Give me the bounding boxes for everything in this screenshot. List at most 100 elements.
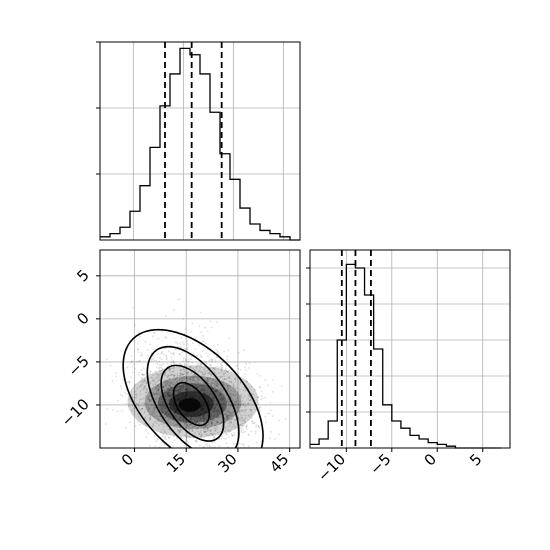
scatter-point <box>164 407 167 409</box>
scatter-point <box>173 423 176 426</box>
scatter-point <box>191 382 194 385</box>
scatter-point <box>158 396 160 399</box>
scatter-point <box>187 424 189 427</box>
scatter-point <box>207 429 210 432</box>
scatter-point <box>180 387 183 390</box>
scatter-point <box>221 381 224 384</box>
scatter-point <box>182 374 185 376</box>
scatter-point <box>156 394 159 397</box>
scatter-point <box>153 406 155 409</box>
scatter-point <box>233 400 236 403</box>
scatter-point <box>184 372 186 375</box>
scatter-point <box>195 376 197 379</box>
scatter-point <box>227 349 229 352</box>
scatter-point <box>240 431 243 433</box>
scatter-point <box>157 388 160 391</box>
scatter-point <box>215 402 217 405</box>
scatter-point <box>180 415 182 418</box>
scatter-point <box>171 352 174 355</box>
scatter-point <box>227 387 230 389</box>
scatter-point <box>230 433 233 435</box>
scatter-point <box>249 408 252 411</box>
scatter-point <box>143 385 146 388</box>
scatter-point <box>160 423 163 425</box>
scatter-point <box>166 383 169 385</box>
scatter-point <box>239 395 242 398</box>
scatter-point <box>207 372 210 375</box>
mid-ytick-label: −10 <box>58 395 93 430</box>
scatter-point <box>223 375 225 377</box>
scatter-point <box>147 391 150 394</box>
scatter-point <box>145 406 148 408</box>
scatter-point <box>137 348 139 351</box>
scatter-point <box>192 376 195 378</box>
scatter-point <box>242 431 245 434</box>
scatter-point <box>244 373 247 376</box>
scatter-point <box>162 405 165 408</box>
scatter-point <box>179 428 182 431</box>
scatter-point <box>160 352 163 355</box>
scatter-point <box>250 430 253 433</box>
scatter-point <box>171 417 173 420</box>
scatter-point <box>135 396 138 399</box>
scatter-point <box>171 370 174 373</box>
scatter-point <box>225 378 227 381</box>
scatter-point <box>211 360 213 363</box>
scatter-point <box>141 398 144 401</box>
scatter-point <box>206 379 209 382</box>
scatter-point <box>188 360 191 363</box>
scatter-point <box>152 331 155 334</box>
scatter-point <box>141 373 144 376</box>
scatter-point <box>172 383 175 386</box>
scatter-point <box>199 429 202 432</box>
scatter-point <box>224 410 226 412</box>
scatter-point <box>202 427 205 430</box>
scatter-point <box>248 362 251 364</box>
scatter-point <box>147 354 149 357</box>
scatter-point <box>137 416 140 418</box>
scatter-point <box>163 347 166 350</box>
scatter-point <box>274 438 276 440</box>
scatter-point <box>151 358 154 361</box>
scatter-point <box>246 424 248 427</box>
scatter-point <box>213 407 216 410</box>
scatter-point <box>181 389 184 392</box>
scatter-point <box>133 384 136 387</box>
scatter-point <box>169 394 171 397</box>
scatter-point <box>200 416 203 418</box>
scatter-point <box>193 374 196 377</box>
scatter-point <box>165 438 168 441</box>
scatter-point <box>194 383 197 386</box>
scatter-point <box>210 395 213 398</box>
scatter-point <box>157 383 160 386</box>
scatter-point <box>222 396 225 399</box>
scatter-point <box>218 394 221 397</box>
scatter-point <box>137 374 140 376</box>
scatter-point <box>225 394 228 397</box>
scatter-point <box>205 425 207 428</box>
scatter-point <box>206 387 209 390</box>
scatter-point <box>222 383 225 386</box>
scatter-point <box>216 356 218 359</box>
scatter-point <box>126 392 129 395</box>
scatter-point <box>167 394 170 397</box>
scatter-point <box>215 412 218 415</box>
scatter-point <box>217 383 220 386</box>
scatter-point <box>169 384 171 387</box>
scatter-point <box>164 412 167 414</box>
scatter-point <box>140 385 142 388</box>
scatter-point <box>229 377 232 380</box>
scatter-point <box>197 382 199 385</box>
scatter-point <box>209 432 212 435</box>
scatter-point <box>194 382 196 385</box>
scatter-point <box>246 380 248 383</box>
scatter-point <box>151 411 154 414</box>
scatter-point <box>271 415 274 417</box>
scatter-point <box>199 382 202 385</box>
scatter-point <box>186 385 189 388</box>
scatter-point <box>211 386 213 389</box>
scatter-point <box>244 401 246 404</box>
scatter-point <box>223 418 226 420</box>
scatter-point <box>227 388 229 391</box>
scatter-point <box>203 385 206 388</box>
